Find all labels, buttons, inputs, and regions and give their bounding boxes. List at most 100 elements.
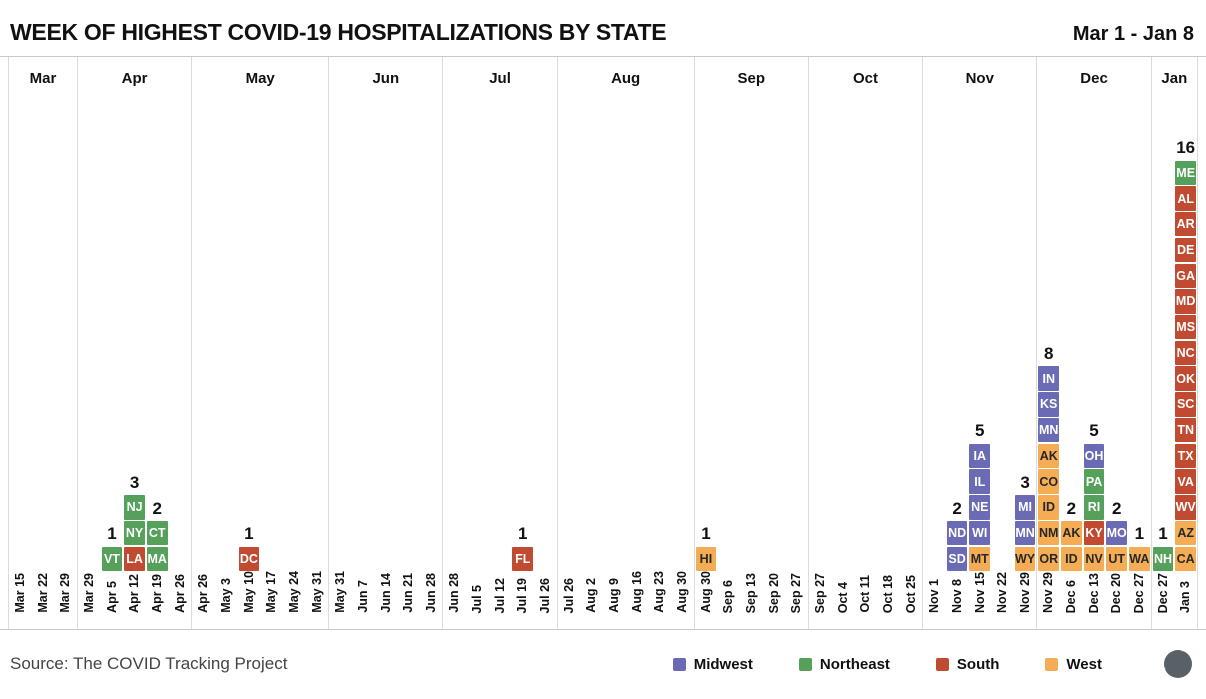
week-column-mar-29 (54, 95, 77, 571)
x-axis-label: Dec 27 (1132, 572, 1147, 613)
chart-footer: Source: The COVID Tracking Project Midwe… (0, 630, 1206, 698)
stack-count: 1 (244, 524, 254, 544)
month-panel-apr: Apr 1 VT 3 NJ NY LA 2 CT MA Mar 29 Apr 5 Apr 12 Apr 1… (76, 57, 192, 629)
week-column-aug-16 (626, 95, 649, 571)
week-column-oct-18 (877, 95, 900, 571)
week-column-aug-2 (580, 95, 603, 571)
week-column-jul-12 (489, 95, 512, 571)
state-cell-vt: VT (101, 546, 123, 571)
x-axis-label: Mar 29 (58, 573, 73, 613)
week-column-jun-21 (397, 95, 420, 571)
week-column-dec-13: 5 OH PA RI KY NV (1083, 95, 1106, 571)
x-axis-label: Apr 26 (172, 574, 187, 613)
month-label: May (245, 70, 275, 87)
week-column-oct-4 (832, 95, 855, 571)
state-cell-dc: DC (238, 546, 260, 571)
x-axis-label: Oct 4 (835, 581, 850, 613)
month-label: Jun (372, 70, 400, 87)
week-column-aug-23 (648, 95, 671, 571)
week-column-dec-27: 1 WA (1128, 95, 1151, 571)
week-column-aug-30 (671, 95, 694, 571)
week-column-jul-26 (534, 95, 557, 571)
state-cell-id: ID (1061, 546, 1082, 571)
state-cell-ne: NE (969, 495, 991, 520)
date-range: Mar 1 - Jan 8 (1072, 23, 1194, 45)
week-column-nov-29: 3 MI MN WY (1014, 95, 1037, 571)
x-axis-label: Aug 30 (675, 571, 690, 613)
state-cell-hi: HI (695, 546, 717, 571)
state-cell-nm: NM (1038, 520, 1060, 546)
x-axis-label: Jun 21 (401, 573, 416, 613)
month-label: Nov (965, 70, 994, 87)
week-column-sep-20 (763, 95, 786, 571)
state-cell-oh: OH (1083, 443, 1105, 469)
week-column-may-31 (329, 95, 352, 571)
state-cell-md: MD (1175, 289, 1196, 314)
x-axis-label: May 3 (218, 578, 233, 613)
month-label: Apr (121, 70, 148, 87)
x-axis-label: Sep 6 (721, 579, 736, 613)
state-cell-sc: SC (1175, 392, 1196, 417)
month-label: Dec (1080, 70, 1108, 87)
state-cell-az: AZ (1175, 520, 1196, 546)
week-column-may-17 (260, 95, 283, 571)
week-column-may-10: 1 DC (238, 95, 261, 571)
week-column-apr-26 (192, 95, 215, 571)
x-axis-label: Apr 5 (104, 581, 119, 613)
week-column-apr-12: 3 NJ NY LA (123, 95, 146, 571)
stack-count: 1 (1134, 524, 1145, 544)
week-column-nov-29: 8 IN KS MN AK CO ID NM OR (1037, 95, 1060, 571)
x-axis-label: Sep 13 (743, 572, 758, 613)
x-axis-label: Aug 2 (584, 578, 599, 613)
week-column-dec-27: 1 NH (1152, 95, 1175, 571)
week-column-nov-22 (991, 95, 1014, 571)
chart-area: Mar Mar 15 Mar 22 Mar 29 Apr 1 VT 3 NJ NY LA 2 CT MA M… (8, 57, 1198, 629)
week-column-apr-26 (169, 95, 192, 571)
week-column-nov-15: 5 IA IL NE WI MT (968, 95, 991, 571)
state-cell-ks: KS (1038, 392, 1060, 417)
stack-count: 1 (1158, 524, 1168, 544)
x-axis-label: Aug 30 (698, 571, 713, 613)
week-column-may-31 (306, 95, 329, 571)
state-cell-ok: OK (1175, 366, 1196, 391)
week-column-jan-3: 16 ME AL AR DE GA MD MS NC OK SC TN TX VA WV AZ CA (1174, 95, 1197, 571)
week-column-mar-29 (78, 95, 101, 571)
state-cell-ct: CT (146, 520, 168, 546)
stack-count: 2 (152, 498, 162, 518)
week-column-jul-5 (466, 95, 489, 571)
stack-count: 16 (1176, 138, 1196, 158)
week-column-sep-6 (717, 95, 740, 571)
week-column-sep-27 (785, 95, 808, 571)
chart-title: WEEK OF HIGHEST COVID-19 HOSPITALIZATION… (10, 19, 667, 45)
stack-count: 2 (1066, 498, 1077, 518)
stack-count: 3 (129, 472, 140, 492)
state-cell-wa: WA (1129, 546, 1150, 571)
state-cell-co: CO (1038, 469, 1060, 494)
covid-tracking-project-logo-icon (1164, 650, 1192, 678)
region-legend: Midwest Northeast South West (672, 656, 1102, 673)
legend-item-south: South (935, 656, 999, 673)
x-axis-label: Mar 15 (13, 573, 28, 613)
x-axis-label: Nov 1 (927, 578, 942, 613)
x-axis-label: Sep 27 (789, 572, 804, 613)
legend-swatch-icon (672, 657, 686, 671)
x-axis-label: Dec 20 (1109, 572, 1124, 613)
week-column-mar-15 (9, 95, 32, 571)
chart-header: WEEK OF HIGHEST COVID-19 HOSPITALIZATION… (0, 0, 1206, 57)
month-panel-jul: Jul 1 FL Jun 28 Jul 5 Jul 12 Jul 19 Jul 26 (442, 57, 556, 629)
month-label: Aug (611, 70, 641, 87)
legend-item-northeast: Northeast (798, 656, 890, 673)
state-cell-ny: NY (124, 520, 145, 546)
state-cell-mn: MN (1014, 520, 1036, 546)
x-axis-label: Jul 12 (492, 577, 507, 613)
month-panel-jan: Jan 1 NH 16 ME AL AR DE GA MD MS NC OK SC TN TX VA WV AZ CA… (1150, 57, 1197, 629)
stack-count: 8 (1043, 344, 1054, 364)
week-column-apr-5: 1 VT (101, 95, 124, 571)
x-axis-label: Nov 8 (949, 578, 964, 613)
week-column-jun-7 (352, 95, 375, 571)
state-cell-ms: MS (1175, 315, 1196, 340)
x-axis-label: Sep 20 (766, 572, 781, 613)
stack-count: 5 (975, 421, 985, 441)
state-cell-nc: NC (1175, 340, 1196, 366)
x-axis-label: May 10 (241, 571, 256, 613)
